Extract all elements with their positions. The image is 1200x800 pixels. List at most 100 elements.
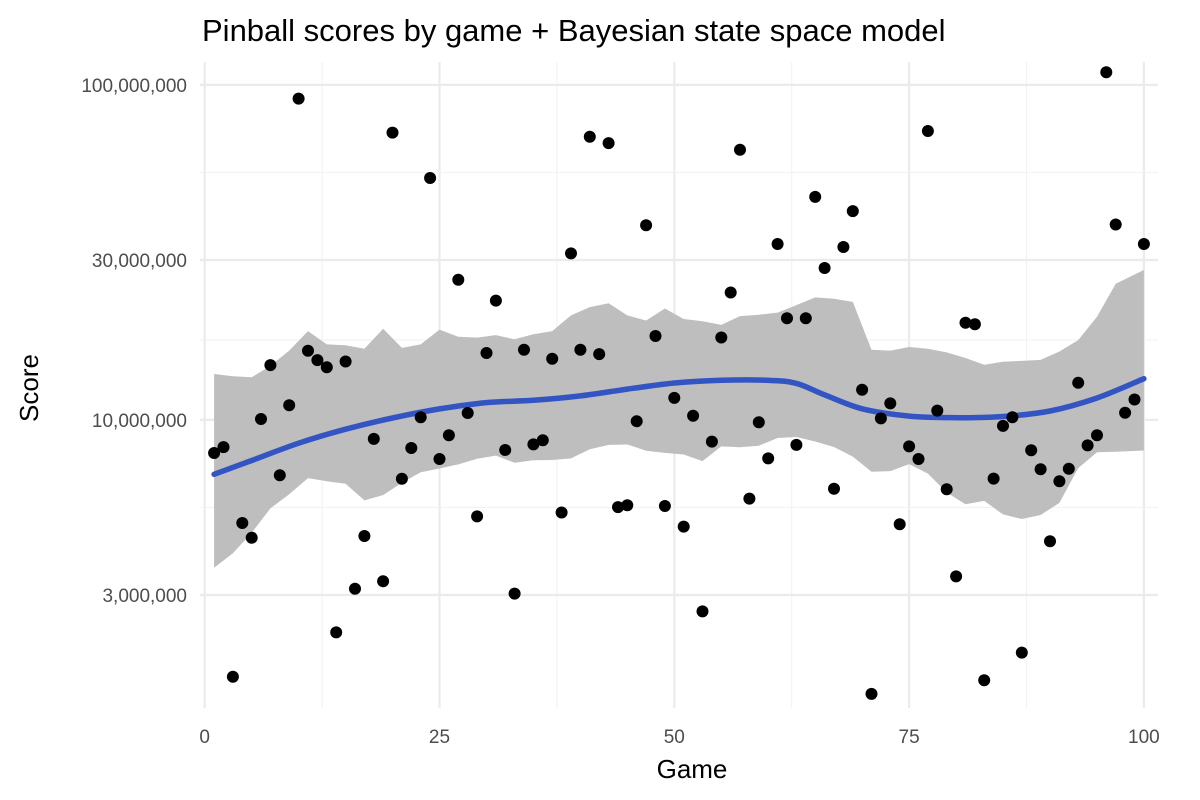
trend-line xyxy=(211,375,1147,478)
score-point xyxy=(630,415,643,428)
score-point xyxy=(283,399,296,412)
y-axis-ticks: 3,000,000 10,000,000 30,000,000 100,000,000 xyxy=(81,76,187,607)
score-point xyxy=(583,130,596,143)
score-point xyxy=(1119,406,1132,419)
score-point xyxy=(226,670,239,683)
score-point xyxy=(405,442,418,454)
score-point xyxy=(461,407,474,419)
score-point xyxy=(950,570,963,583)
score-point xyxy=(828,482,840,495)
score-point xyxy=(705,435,718,448)
score-point xyxy=(865,687,878,700)
score-point xyxy=(536,434,549,447)
score-point xyxy=(311,354,324,367)
y-tick-label: 100,000,000 xyxy=(81,76,187,97)
score-point xyxy=(874,412,887,425)
score-point xyxy=(1025,444,1038,457)
score-point xyxy=(546,352,559,365)
score-point xyxy=(621,499,634,512)
score-point xyxy=(1081,439,1094,452)
score-point xyxy=(968,318,981,331)
score-point xyxy=(245,531,258,544)
score-point xyxy=(790,438,803,451)
score-point xyxy=(978,674,991,687)
score-point xyxy=(959,316,972,329)
score-point xyxy=(921,125,934,137)
score-point xyxy=(339,355,352,368)
score-point xyxy=(264,359,277,372)
score-point xyxy=(687,409,700,422)
score-point xyxy=(837,241,850,253)
score-point xyxy=(574,343,587,356)
score-point xyxy=(273,469,286,482)
score-point xyxy=(649,330,662,342)
score-point xyxy=(715,331,728,344)
score-point xyxy=(799,312,812,325)
score-point xyxy=(424,172,437,184)
y-axis-title: Score xyxy=(14,354,44,422)
score-point xyxy=(1053,475,1066,488)
score-point xyxy=(508,587,521,600)
score-point xyxy=(358,530,371,542)
score-point xyxy=(1034,463,1047,476)
score-point xyxy=(255,413,267,425)
score-point xyxy=(1015,646,1028,659)
score-point xyxy=(330,626,343,639)
trend-line-layer xyxy=(211,375,1147,478)
score-point xyxy=(1100,66,1113,79)
y-tick-label: 10,000,000 xyxy=(92,411,187,432)
score-point xyxy=(696,605,709,618)
score-point xyxy=(349,582,361,595)
score-point xyxy=(386,126,399,139)
score-point xyxy=(781,312,793,325)
score-point xyxy=(940,483,953,496)
score-point xyxy=(997,419,1009,432)
score-point xyxy=(367,432,380,445)
score-point xyxy=(931,404,944,417)
score-point xyxy=(903,440,916,453)
score-point xyxy=(320,361,333,374)
score-point xyxy=(809,190,822,203)
score-point xyxy=(217,441,230,454)
score-point xyxy=(912,453,925,465)
score-point xyxy=(677,520,690,533)
x-tick-label: 100 xyxy=(1128,727,1160,748)
x-tick-label: 75 xyxy=(899,727,920,748)
score-point xyxy=(395,472,408,485)
score-points xyxy=(208,66,1150,700)
score-point xyxy=(292,92,305,105)
score-point xyxy=(555,506,568,519)
score-point xyxy=(1044,535,1056,548)
score-point xyxy=(302,344,314,357)
score-point xyxy=(565,247,577,260)
x-tick-label: 0 xyxy=(199,727,210,748)
score-point xyxy=(771,238,784,250)
score-point xyxy=(846,205,859,218)
credible-band xyxy=(214,270,1144,568)
score-point xyxy=(1091,429,1103,442)
score-point xyxy=(884,397,897,410)
x-axis-ticks: 0 25 50 75 100 xyxy=(199,727,1159,748)
score-point xyxy=(602,137,615,150)
credible-band-layer xyxy=(214,270,1144,568)
score-point xyxy=(856,383,869,396)
score-point xyxy=(414,411,427,424)
x-tick-label: 50 xyxy=(664,727,685,748)
score-point xyxy=(818,262,831,274)
score-point xyxy=(640,219,653,232)
score-point xyxy=(442,429,455,442)
score-point xyxy=(658,500,671,512)
score-point xyxy=(518,343,530,356)
score-point xyxy=(208,447,221,459)
score-point xyxy=(593,348,606,361)
score-point xyxy=(499,444,512,456)
score-point xyxy=(743,492,756,505)
score-point xyxy=(471,510,484,523)
score-point xyxy=(724,286,737,299)
score-point xyxy=(612,501,624,514)
score-point xyxy=(893,518,906,531)
score-point xyxy=(236,517,249,529)
score-point xyxy=(452,273,465,286)
y-tick-label: 3,000,000 xyxy=(102,586,187,607)
